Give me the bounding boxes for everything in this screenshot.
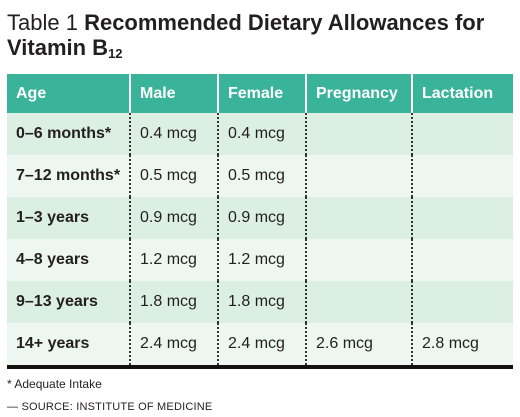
table-cell bbox=[411, 113, 513, 155]
table: Age Male Female Pregnancy Lactation 0–6 mont… bbox=[7, 74, 513, 369]
table-body: 0–6 months* 0.4 mcg 0.4 mcg 7–12 months* 0.5… bbox=[7, 113, 513, 367]
table-row: 9–13 years 1.8 mcg 1.8 mcg bbox=[7, 281, 513, 323]
header-cell: Lactation bbox=[411, 74, 513, 113]
table-cell bbox=[305, 113, 412, 155]
table-cell: 0.4 mcg bbox=[217, 113, 306, 155]
table-row: 4–8 years 1.2 mcg 1.2 mcg bbox=[7, 239, 513, 281]
table-cell bbox=[305, 239, 412, 281]
title-subscript: 12 bbox=[108, 46, 123, 61]
table-cell: 0.4 mcg bbox=[129, 113, 218, 155]
table-cell: 2.4 mcg bbox=[217, 323, 306, 367]
table-cell: 0.9 mcg bbox=[217, 197, 306, 239]
table-cell: 2.6 mcg bbox=[305, 323, 412, 367]
table-cell: 2.8 mcg bbox=[411, 323, 513, 367]
table-cell bbox=[411, 155, 513, 197]
table-cell: 7–12 months* bbox=[7, 155, 130, 197]
header-cell: Female bbox=[217, 74, 306, 113]
header-cell: Age bbox=[7, 74, 130, 113]
table-cell bbox=[411, 281, 513, 323]
table-cell bbox=[305, 197, 412, 239]
table-cell bbox=[305, 281, 412, 323]
footnote: * Adequate Intake bbox=[7, 377, 102, 391]
table-cell: 1.8 mcg bbox=[129, 281, 218, 323]
source: — SOURCE: INSTITUTE OF MEDICINE bbox=[7, 401, 213, 413]
table-cell: 14+ years bbox=[7, 323, 130, 367]
table-cell: 1–3 years bbox=[7, 197, 130, 239]
table-cell: 0–6 months* bbox=[7, 113, 130, 155]
table-cell bbox=[411, 197, 513, 239]
table-cell: 0.5 mcg bbox=[217, 155, 306, 197]
table-cell: 0.9 mcg bbox=[129, 197, 218, 239]
title-prefix: Table 1 bbox=[7, 10, 78, 35]
title-main: Recommended Dietary Allowances for bbox=[84, 10, 485, 35]
table-row: 7–12 months* 0.5 mcg 0.5 mcg bbox=[7, 155, 513, 197]
header-cell: Pregnancy bbox=[305, 74, 412, 113]
table-cell: 4–8 years bbox=[7, 239, 130, 281]
title: Table 1 Recommended Dietary Allowances f… bbox=[7, 10, 484, 66]
table-cell: 2.4 mcg bbox=[129, 323, 218, 367]
header-cell: Male bbox=[129, 74, 218, 113]
table-cell: 1.2 mcg bbox=[217, 239, 306, 281]
title-vitamin: Vitamin B bbox=[7, 35, 109, 60]
table-cell: 1.8 mcg bbox=[217, 281, 306, 323]
table-cell: 0.5 mcg bbox=[129, 155, 218, 197]
table-row: 0–6 months* 0.4 mcg 0.4 mcg bbox=[7, 113, 513, 155]
table-row: 1–3 years 0.9 mcg 0.9 mcg bbox=[7, 197, 513, 239]
table-row: 14+ years 2.4 mcg 2.4 mcg 2.6 mcg 2.8 mcg bbox=[7, 323, 513, 367]
table-cell bbox=[411, 239, 513, 281]
table-cell: 9–13 years bbox=[7, 281, 130, 323]
table-cell: 1.2 mcg bbox=[129, 239, 218, 281]
table-cell bbox=[305, 155, 412, 197]
header-row: Age Male Female Pregnancy Lactation bbox=[7, 74, 513, 113]
